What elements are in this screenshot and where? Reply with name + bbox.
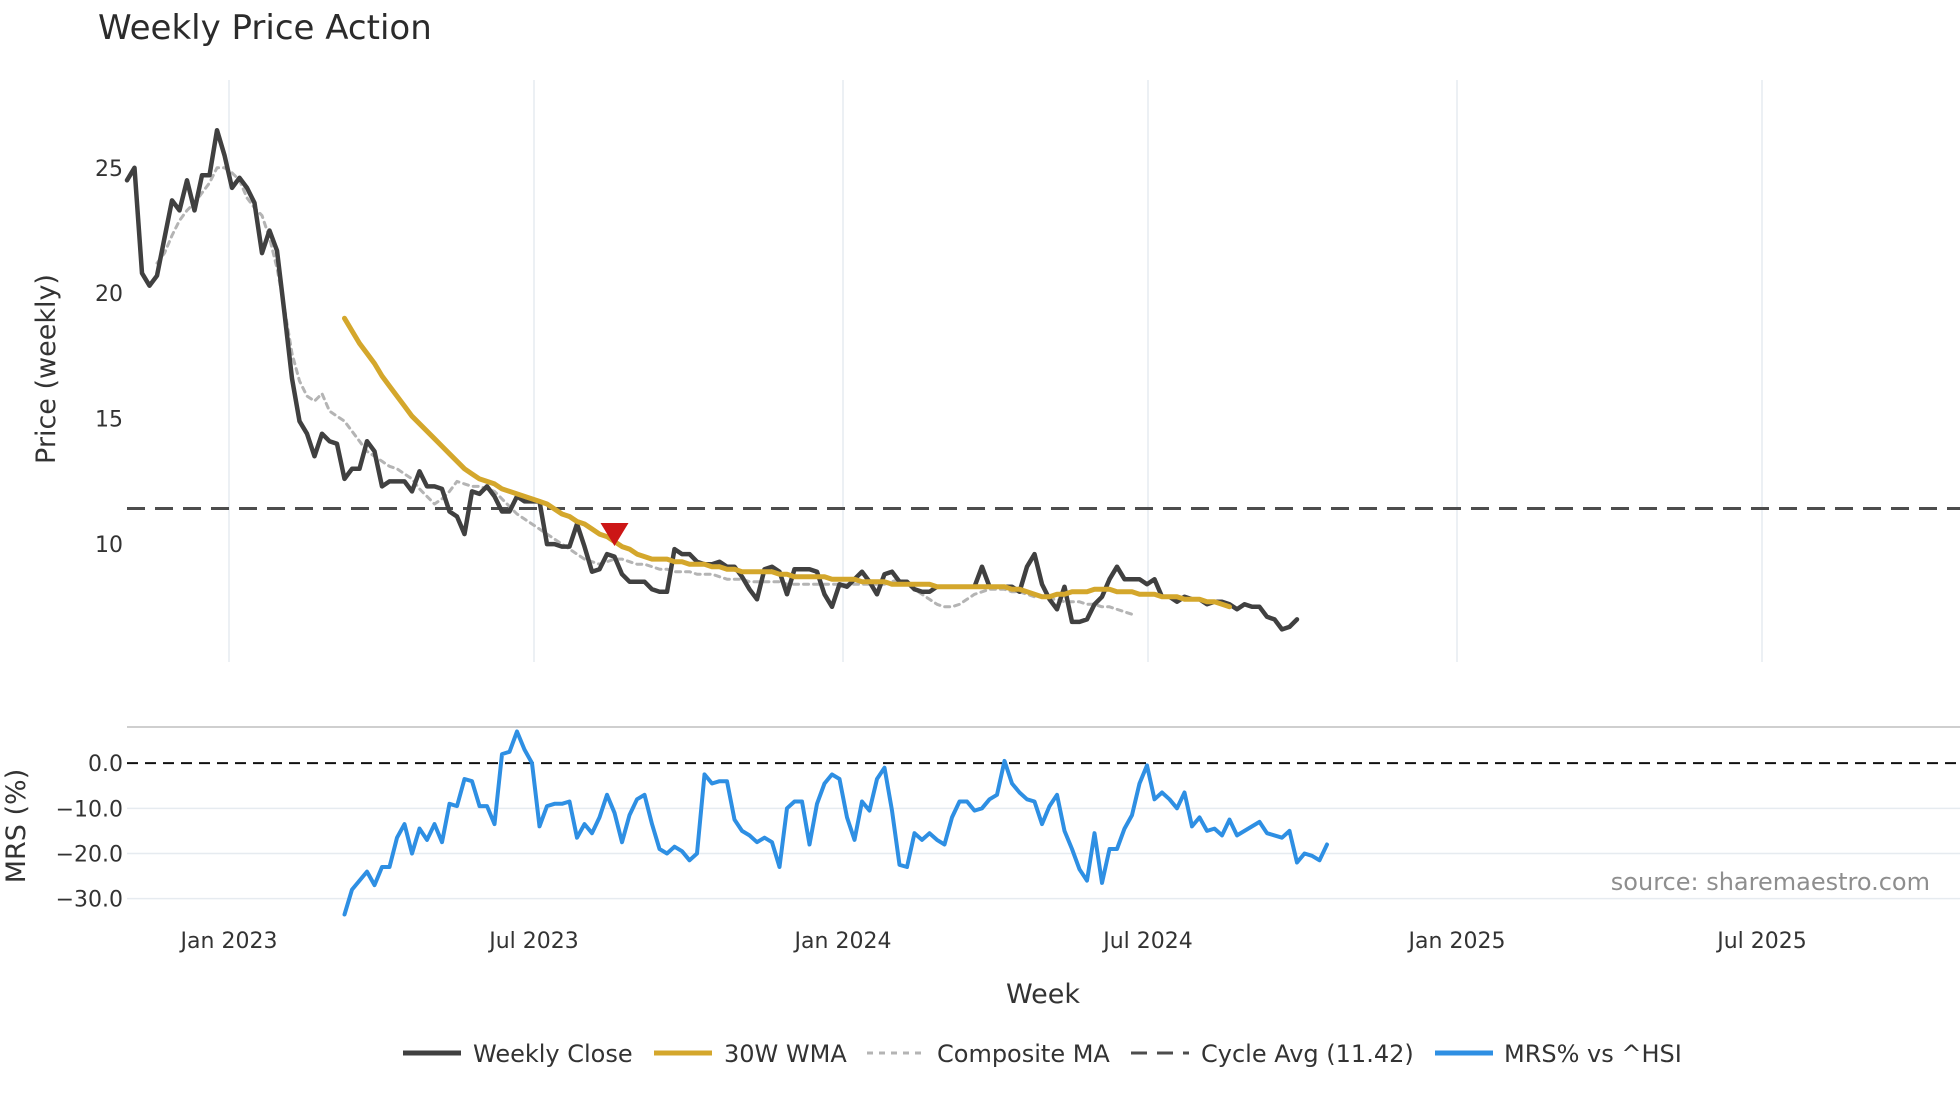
legend-item-cycle-avg: Cycle Avg (11.42) xyxy=(1131,1040,1414,1068)
price-y-ticks: 10 15 20 25 xyxy=(95,157,123,558)
x-ticks: Jan 2023 Jul 2023 Jan 2024 Jul 2024 Jan 2025… xyxy=(179,929,1807,954)
mrs-y-tick-label: −30.0 xyxy=(56,888,123,913)
x-tick-label: Jul 2024 xyxy=(1101,929,1193,954)
wma-30w-line xyxy=(342,315,1232,610)
legend-label-30w-wma: 30W WMA xyxy=(724,1040,847,1068)
price-y-tick-label: 20 xyxy=(95,282,123,307)
composite-ma-line xyxy=(155,166,1134,616)
mrs-gridlines xyxy=(127,807,1960,900)
legend-label-mrs: MRS% vs ^HSI xyxy=(1504,1040,1682,1068)
x-axis-title: Week xyxy=(1006,979,1080,1010)
price-gridlines xyxy=(228,80,1763,662)
mrs-y-tick-label: −20.0 xyxy=(56,842,123,867)
price-y-axis-title: Price (weekly) xyxy=(31,274,62,464)
x-tick-label: Jul 2023 xyxy=(487,929,579,954)
legend-label-composite-ma: Composite MA xyxy=(937,1040,1110,1068)
legend: Weekly Close 30W WMA Composite MA Cycle … xyxy=(403,1040,1682,1068)
legend-label-weekly-close: Weekly Close xyxy=(473,1040,633,1068)
legend-item-30w-wma: 30W WMA xyxy=(654,1040,847,1068)
weekly-close-line xyxy=(124,127,1300,632)
x-tick-label: Jan 2023 xyxy=(179,929,278,954)
mrs-y-tick-label: 0.0 xyxy=(88,752,123,777)
mrs-y-axis-title: MRS (%) xyxy=(1,769,32,884)
mrs-y-tick-label: −10.0 xyxy=(56,797,123,822)
price-y-tick-label: 25 xyxy=(95,157,123,182)
mrs-y-ticks: 0.0 −10.0 −20.0 −30.0 xyxy=(56,752,123,913)
legend-item-weekly-close: Weekly Close xyxy=(403,1040,633,1068)
chart-title: Weekly Price Action xyxy=(98,8,432,48)
price-series xyxy=(124,127,1300,632)
legend-label-cycle-avg: Cycle Avg (11.42) xyxy=(1201,1040,1414,1068)
legend-item-composite-ma: Composite MA xyxy=(867,1040,1110,1068)
mrs-series xyxy=(342,729,1329,917)
x-tick-label: Jan 2025 xyxy=(1407,929,1506,954)
price-y-tick-label: 10 xyxy=(95,533,123,558)
sell-signal-marker xyxy=(600,523,629,547)
x-tick-label: Jul 2025 xyxy=(1715,929,1807,954)
legend-item-mrs: MRS% vs ^HSI xyxy=(1435,1040,1682,1068)
price-y-tick-label: 15 xyxy=(95,408,123,433)
source-note: source: sharemaestro.com xyxy=(1611,868,1930,896)
mrs-line xyxy=(342,729,1329,917)
x-tick-label: Jan 2024 xyxy=(793,929,892,954)
